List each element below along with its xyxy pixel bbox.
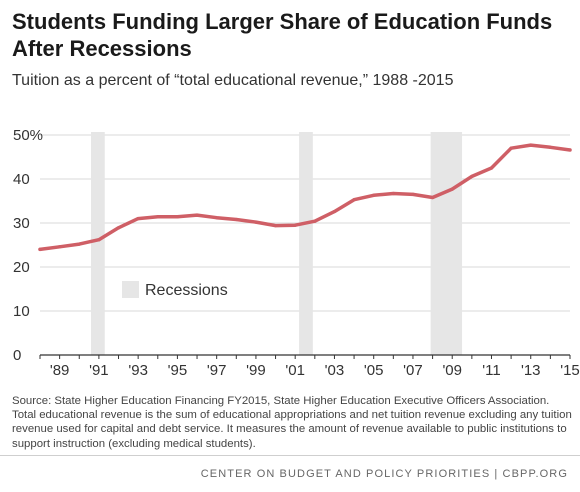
data-point xyxy=(430,195,435,200)
x-tick-label: '01 xyxy=(285,362,305,379)
recession-band xyxy=(299,132,313,355)
y-tick-label: 10 xyxy=(13,303,30,320)
source-note: Source: State Higher Education Financing… xyxy=(12,395,572,450)
x-tick-label: '97 xyxy=(207,362,227,379)
x-tick-label: '07 xyxy=(403,362,423,379)
data-point xyxy=(116,226,121,230)
data-point xyxy=(58,245,62,249)
y-tick-label: 40 xyxy=(13,171,30,188)
x-tick-label: '91 xyxy=(89,362,109,379)
data-point xyxy=(77,242,81,246)
x-tick-label: '99 xyxy=(246,362,266,379)
data-point xyxy=(156,215,160,219)
data-point xyxy=(38,247,42,251)
recession-band xyxy=(430,132,463,355)
data-point xyxy=(195,213,199,217)
data-point xyxy=(568,148,572,152)
x-tick-label: '95 xyxy=(168,362,188,379)
y-tick-label: 30 xyxy=(13,215,30,232)
data-point xyxy=(136,217,140,221)
data-point xyxy=(215,216,219,220)
x-tick-label: '03 xyxy=(325,362,345,379)
recession-band xyxy=(91,132,105,355)
data-point xyxy=(273,224,278,228)
data-point xyxy=(313,219,317,223)
footer-divider xyxy=(0,455,580,456)
data-point xyxy=(97,238,101,242)
data-point xyxy=(529,143,533,147)
x-tick-label: '11 xyxy=(482,362,500,379)
legend-swatch-recessions xyxy=(122,281,139,298)
tuition-share-line xyxy=(38,143,572,252)
x-tick-label: '93 xyxy=(128,362,148,379)
data-point xyxy=(332,209,337,214)
data-point xyxy=(234,217,238,222)
organization-credit: CENTER ON BUDGET AND POLICY PRIORITIES |… xyxy=(200,468,568,480)
legend-label-recessions: Recessions xyxy=(145,282,228,299)
data-point xyxy=(254,220,258,224)
chart-title: Students Funding Larger Share of Educati… xyxy=(12,9,553,61)
data-point xyxy=(175,215,180,219)
data-point xyxy=(509,146,513,150)
y-tick-label: 50% xyxy=(13,127,43,144)
data-point xyxy=(450,187,454,191)
data-point xyxy=(548,145,552,149)
x-tick-label: '13 xyxy=(521,362,541,379)
data-point xyxy=(489,166,494,170)
x-tick-label: '05 xyxy=(364,362,384,379)
chart-subtitle: Tuition as a percent of “total education… xyxy=(12,72,454,89)
data-point xyxy=(411,192,415,196)
x-tick-label: '09 xyxy=(442,362,462,379)
data-point xyxy=(391,191,395,196)
data-point xyxy=(293,223,297,227)
data-point xyxy=(372,193,376,197)
data-point xyxy=(352,198,356,202)
data-point xyxy=(470,174,474,178)
x-tick-label: '89 xyxy=(50,362,70,379)
x-tick-label: '15 xyxy=(560,362,580,379)
y-tick-label: 20 xyxy=(13,259,30,276)
y-tick-label: 0 xyxy=(13,347,21,364)
